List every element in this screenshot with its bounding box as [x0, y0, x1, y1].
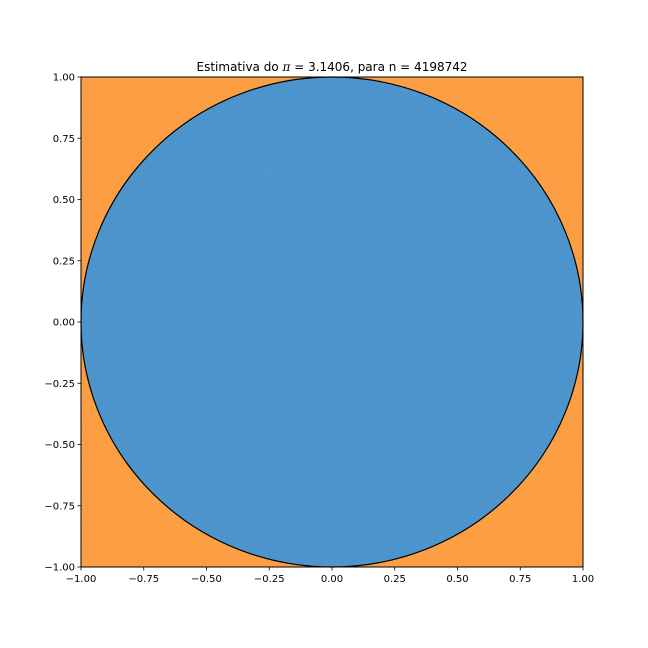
x-tick-label: 1.00 — [572, 574, 594, 585]
y-tick-label: 0.00 — [53, 318, 75, 329]
y-tick-label: −0.25 — [44, 379, 75, 390]
x-tick-label: 0.50 — [446, 574, 468, 585]
y-tick-label: 0.25 — [53, 256, 75, 267]
x-tick-label: −1.00 — [66, 574, 97, 585]
y-axis: −1.00 −0.75 −0.50 −0.25 0.00 0.25 0.50 0.75 1.00 — [44, 73, 81, 574]
y-tick-label: −1.00 — [44, 563, 75, 574]
x-tick-label: 0.25 — [384, 574, 406, 585]
y-tick-label: 0.75 — [53, 134, 75, 145]
x-tick-label: 0.75 — [509, 574, 531, 585]
x-tick-label: −0.25 — [254, 574, 285, 585]
y-tick-label: −0.50 — [44, 440, 75, 451]
scatter-points-inside-circle — [81, 77, 583, 567]
chart-title: Estimativa do π = 3.1406, para n = 41987… — [197, 60, 468, 74]
x-tick-label: 0.00 — [321, 574, 343, 585]
x-tick-label: −0.75 — [128, 574, 159, 585]
x-axis: −1.00 −0.75 −0.50 −0.25 0.00 0.25 0.50 0.75 1.00 — [66, 567, 594, 585]
y-tick-label: −0.75 — [44, 501, 75, 512]
y-tick-label: 1.00 — [53, 73, 75, 84]
y-tick-label: 0.50 — [53, 195, 75, 206]
x-tick-label: −0.50 — [191, 574, 222, 585]
